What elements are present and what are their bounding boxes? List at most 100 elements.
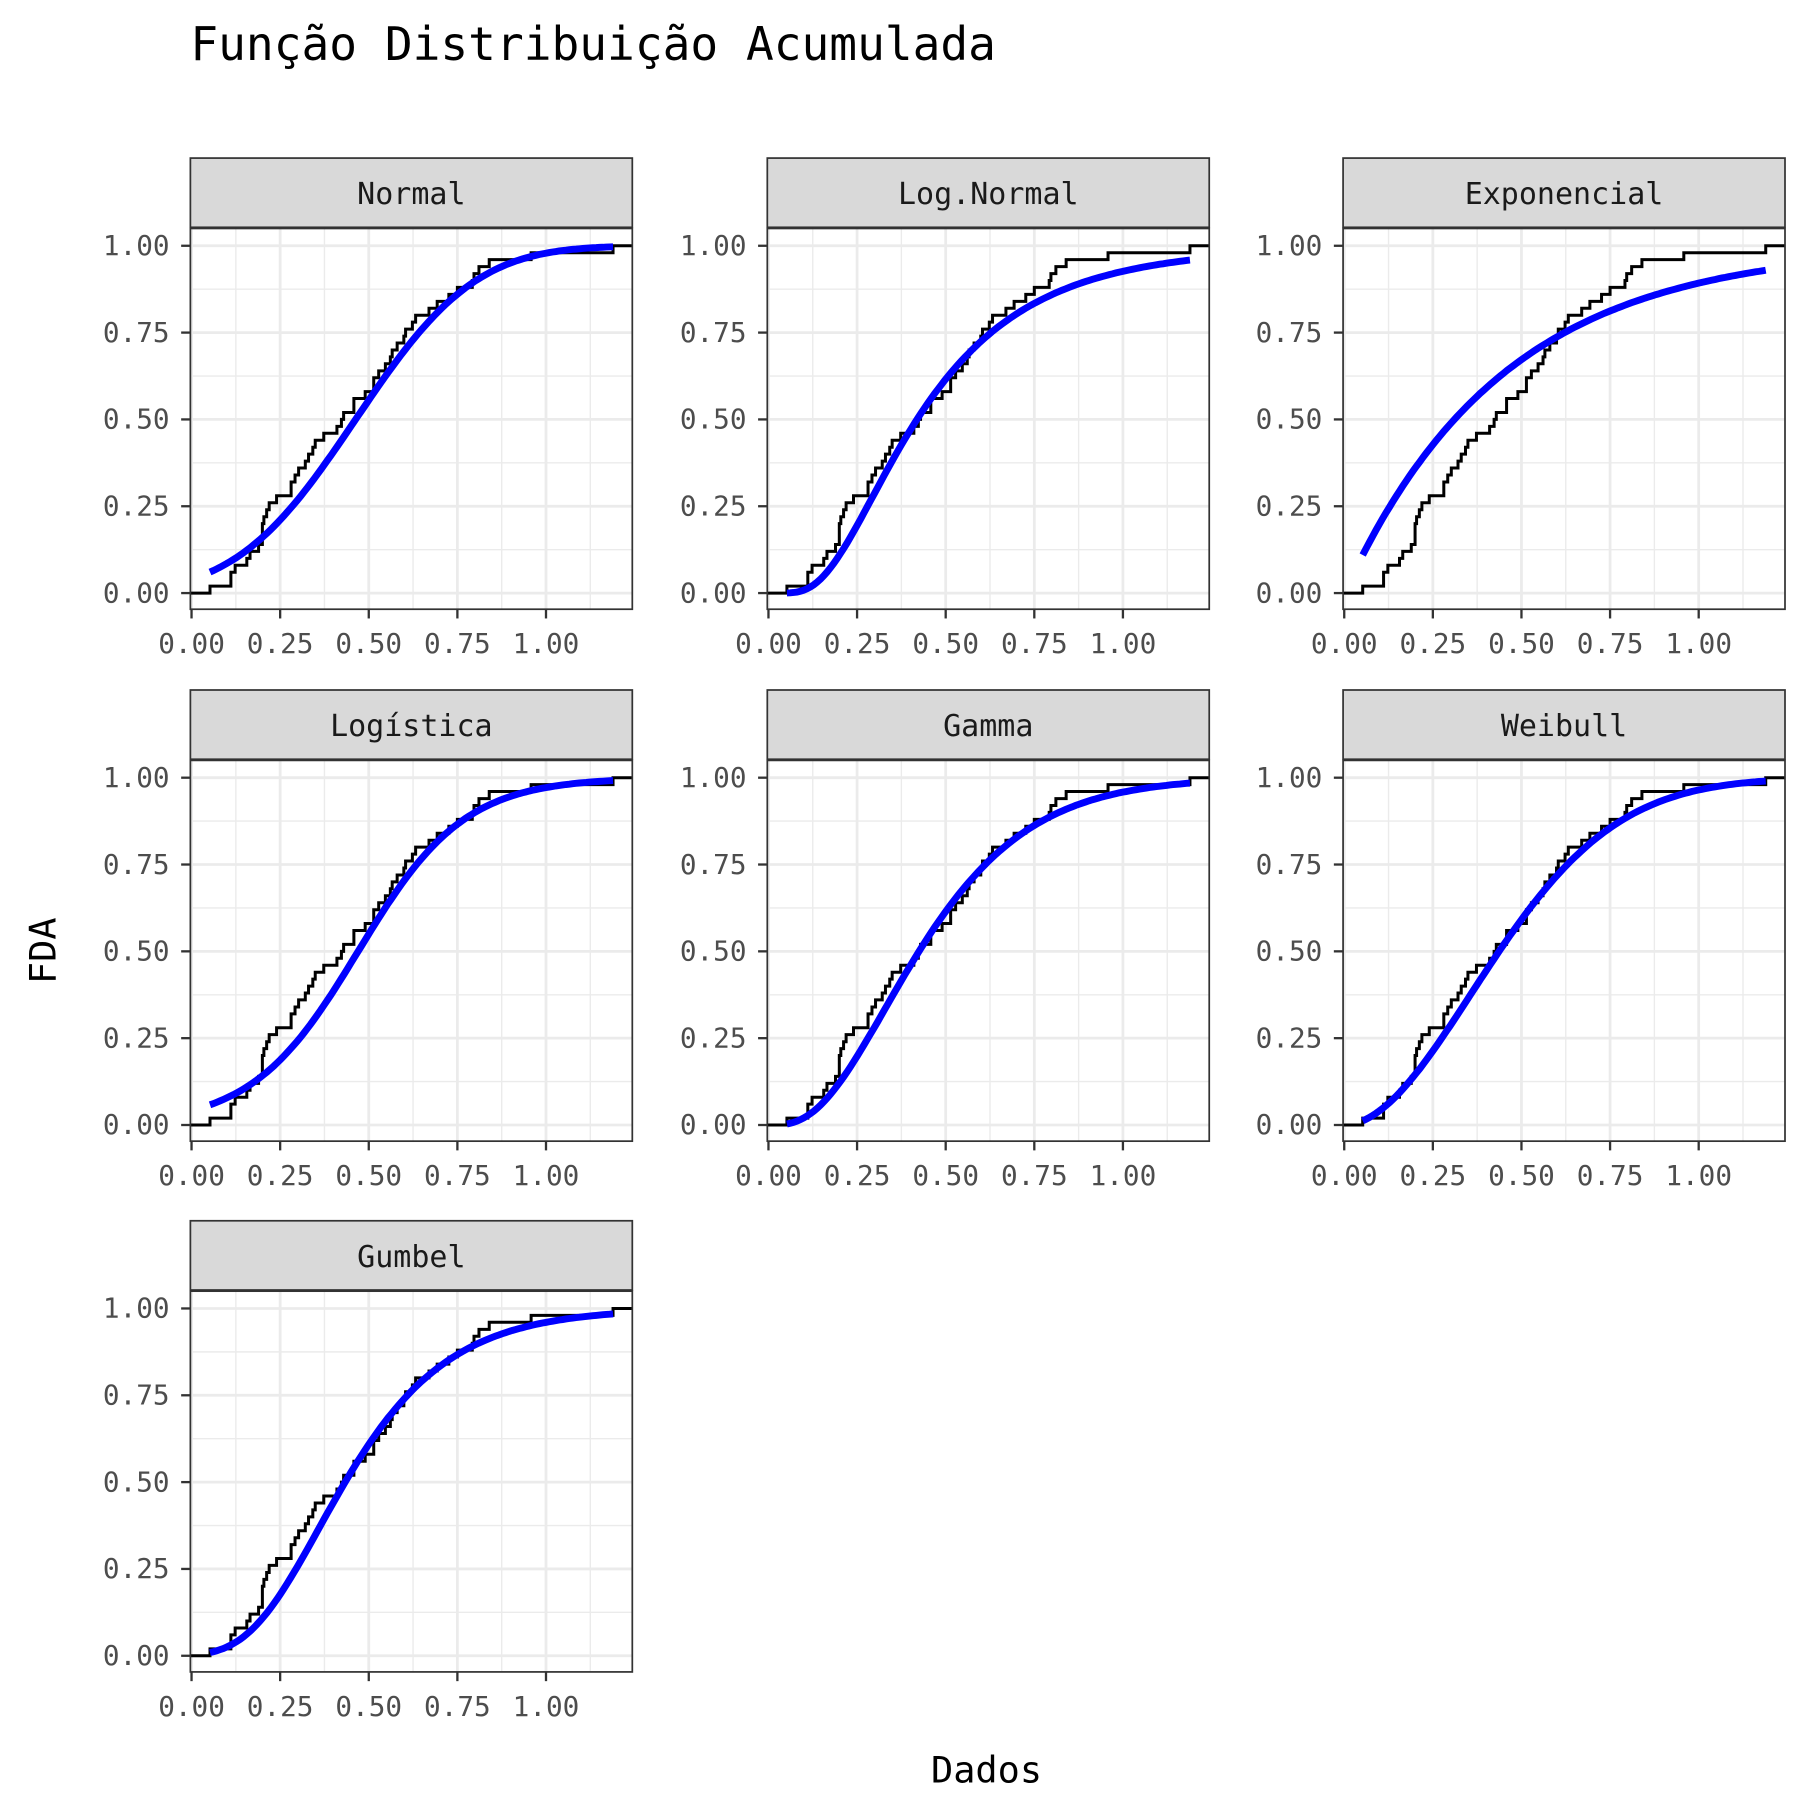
- facet-panel-gamma: Gamma 0.00 0.25 0.50 0.75 1.00 0.00 0.25 0.50 0.7…: [680, 689, 1211, 1192]
- y-tick-label: 0.00: [1256, 1108, 1323, 1141]
- y-tick-label: 0.50: [103, 935, 170, 968]
- panel-border: [766, 227, 1211, 611]
- x-tick-label: 0.25: [824, 627, 891, 660]
- x-tick-label: 1.00: [1665, 627, 1732, 660]
- y-tick-label: 0.75: [680, 848, 747, 881]
- facet-strip-label: Logística: [330, 709, 493, 744]
- x-tick-label: 0.50: [335, 627, 402, 660]
- panel-border: [189, 1290, 634, 1673]
- y-tick-label: 0.50: [1256, 403, 1323, 436]
- y-tick-label: 0.50: [103, 1465, 170, 1498]
- panel-border: [189, 227, 634, 611]
- y-tick-label: 0.25: [1256, 1021, 1323, 1054]
- facet-panel-gumbel: Gumbel 0.00 0.25 0.50 0.75 1.00 0.00 0.25 0.50 0.…: [103, 1219, 634, 1723]
- facet-strip-label: Log.Normal: [898, 177, 1079, 212]
- y-tick-label: 0.75: [103, 848, 170, 881]
- fitted-cdf-curve: [1361, 777, 1766, 1124]
- x-tick-label: 0.50: [335, 1159, 402, 1192]
- y-tick-label: 0.50: [1256, 935, 1323, 968]
- y-tick-label: 0.25: [103, 489, 170, 522]
- x-tick-label: 1.00: [513, 1690, 580, 1723]
- y-tick-label: 0.00: [103, 1639, 170, 1672]
- x-axis-label: Dados: [931, 1749, 1042, 1792]
- y-tick-label: 0.75: [1256, 848, 1323, 881]
- panel-border: [1342, 759, 1786, 1143]
- y-tick-label: 0.25: [103, 1552, 170, 1585]
- y-tick-label: 1.00: [1256, 229, 1323, 262]
- x-tick-label: 0.75: [1577, 1159, 1644, 1192]
- y-tick-label: 1.00: [680, 761, 747, 794]
- y-tick-label: 0.00: [680, 1108, 747, 1141]
- y-tick-label: 0.25: [680, 1021, 747, 1054]
- x-tick-label: 0.50: [335, 1690, 402, 1723]
- x-tick-label: 0.25: [247, 1690, 314, 1723]
- facet-strip-label: Exponencial: [1465, 177, 1664, 212]
- facet-panel-lognormal: Log.Normal 0.00 0.25 0.50 0.75 1.00 0.00 0.25 0.…: [680, 157, 1211, 660]
- x-tick-label: 0.25: [247, 1159, 314, 1192]
- x-tick-label: 0.00: [735, 627, 802, 660]
- y-tick-label: 0.75: [103, 1379, 170, 1412]
- facet-strip: [189, 157, 634, 229]
- facet-strip-label: Gamma: [943, 709, 1033, 744]
- ecdf-step-line: [1343, 244, 1785, 595]
- x-tick-label: 0.00: [1311, 627, 1378, 660]
- y-tick-label: 0.25: [680, 489, 747, 522]
- y-tick-label: 0.75: [103, 316, 170, 349]
- facet-panel-exponencial: Exponencial 0.00 0.25 0.50 0.75 1.00 0.00 0.25 0…: [1256, 157, 1786, 660]
- x-tick-label: 0.50: [912, 627, 979, 660]
- facet-strip: [189, 1219, 634, 1291]
- x-tick-label: 0.00: [158, 1159, 225, 1192]
- chart-title: Função Distribuição Acumulada: [190, 17, 996, 71]
- x-tick-label: 1.00: [513, 627, 580, 660]
- x-tick-label: 1.00: [1090, 627, 1157, 660]
- x-tick-label: 0.25: [824, 1159, 891, 1192]
- fitted-cdf-curve: [786, 779, 1191, 1128]
- x-tick-label: 0.50: [1488, 1159, 1555, 1192]
- y-tick-label: 0.50: [103, 403, 170, 436]
- facet-strip-label: Weibull: [1501, 709, 1627, 744]
- y-tick-label: 0.50: [680, 935, 747, 968]
- facet-panel-weibull: Weibull 0.00 0.25 0.50 0.75 1.00 0.00 0.25 0.50 0…: [1256, 689, 1786, 1192]
- y-tick-label: 1.00: [103, 761, 170, 794]
- panel-border: [189, 759, 634, 1143]
- y-tick-label: 0.25: [103, 1021, 170, 1054]
- facet-panel-normal: Normal 0.00 0.25 0.50 0.75 1.00 0.00 0.25 0.50 0.…: [103, 157, 634, 660]
- y-tick-label: 0.50: [680, 403, 747, 436]
- y-tick-label: 1.00: [1256, 761, 1323, 794]
- facet-strip: [766, 157, 1211, 229]
- facet-strip-label: Normal: [357, 177, 465, 212]
- x-tick-label: 0.50: [1488, 627, 1555, 660]
- x-tick-label: 0.00: [158, 1690, 225, 1723]
- facet-strip: [1342, 689, 1786, 761]
- x-tick-label: 0.25: [247, 627, 314, 660]
- x-tick-label: 0.00: [158, 627, 225, 660]
- y-tick-label: 0.75: [1256, 316, 1323, 349]
- x-tick-label: 0.25: [1400, 1159, 1467, 1192]
- fitted-cdf-curve: [208, 243, 614, 576]
- fitted-cdf-curve: [786, 256, 1191, 597]
- y-tick-label: 0.25: [1256, 489, 1323, 522]
- x-tick-label: 0.75: [424, 1690, 491, 1723]
- x-tick-label: 0.50: [912, 1159, 979, 1192]
- x-tick-label: 1.00: [1090, 1159, 1157, 1192]
- x-tick-label: 0.25: [1400, 627, 1467, 660]
- x-tick-label: 0.75: [1577, 627, 1644, 660]
- fitted-cdf-curve: [208, 777, 614, 1109]
- x-tick-label: 0.00: [735, 1159, 802, 1192]
- facet-strip: [189, 689, 634, 761]
- facet-strip: [1342, 157, 1786, 229]
- x-tick-label: 0.75: [424, 1159, 491, 1192]
- facet-strip-label: Gumbel: [357, 1240, 465, 1275]
- y-tick-label: 0.00: [103, 1108, 170, 1141]
- x-tick-label: 0.75: [1001, 1159, 1068, 1192]
- x-tick-label: 0.00: [1311, 1159, 1378, 1192]
- panel-border: [766, 759, 1211, 1143]
- fitted-cdf-curve: [209, 1310, 614, 1656]
- x-tick-label: 1.00: [513, 1159, 580, 1192]
- panel-border: [1342, 227, 1786, 611]
- y-axis-label: FDA: [21, 917, 64, 984]
- y-tick-label: 0.75: [680, 316, 747, 349]
- facet-strip: [766, 689, 1211, 761]
- fitted-cdf-curve: [1359, 266, 1767, 557]
